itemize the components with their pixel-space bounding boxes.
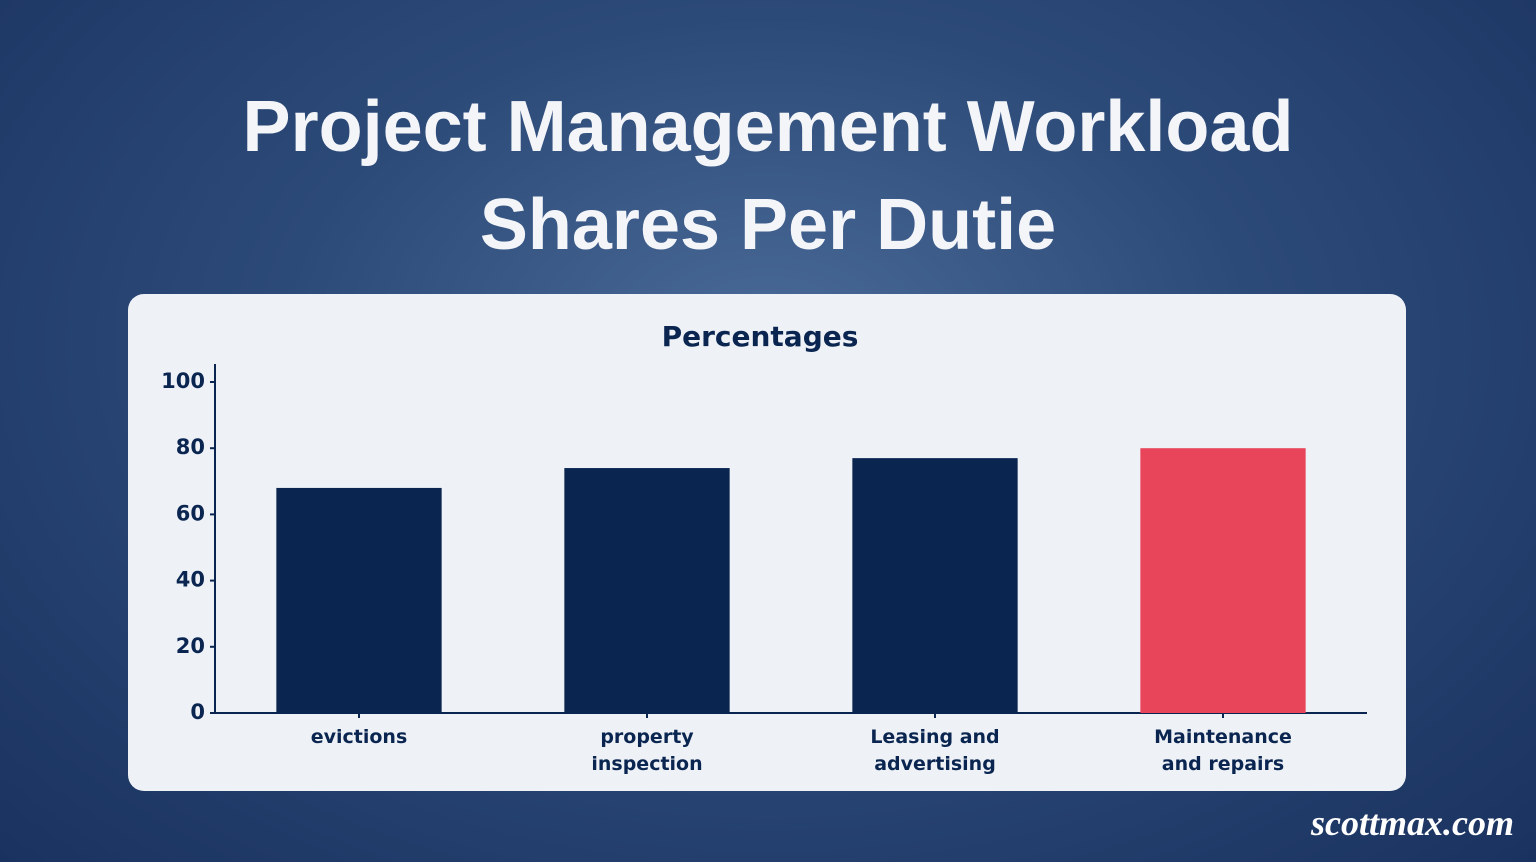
y-tick-label: 0 bbox=[190, 700, 205, 724]
chart-title: Percentages bbox=[662, 320, 859, 353]
bar bbox=[1140, 448, 1306, 713]
bar bbox=[564, 468, 730, 713]
y-tick-label: 20 bbox=[176, 634, 205, 658]
x-tick-label: Maintenance and repairs bbox=[1154, 726, 1292, 775]
y-tick-label: 40 bbox=[176, 568, 205, 592]
x-tick-label: property inspection bbox=[591, 726, 703, 775]
x-tick-label: Leasing and advertising bbox=[870, 726, 1000, 775]
x-tick-label: evictions bbox=[310, 726, 408, 748]
page-title: Project Management Workload Shares Per D… bbox=[242, 87, 1294, 265]
bar bbox=[852, 458, 1018, 713]
bar bbox=[276, 487, 442, 713]
y-tick-label: 80 bbox=[176, 435, 205, 459]
y-tick-label: 60 bbox=[176, 501, 205, 525]
y-tick-label: 100 bbox=[161, 369, 205, 393]
watermark: scottmax.com bbox=[1311, 803, 1514, 843]
